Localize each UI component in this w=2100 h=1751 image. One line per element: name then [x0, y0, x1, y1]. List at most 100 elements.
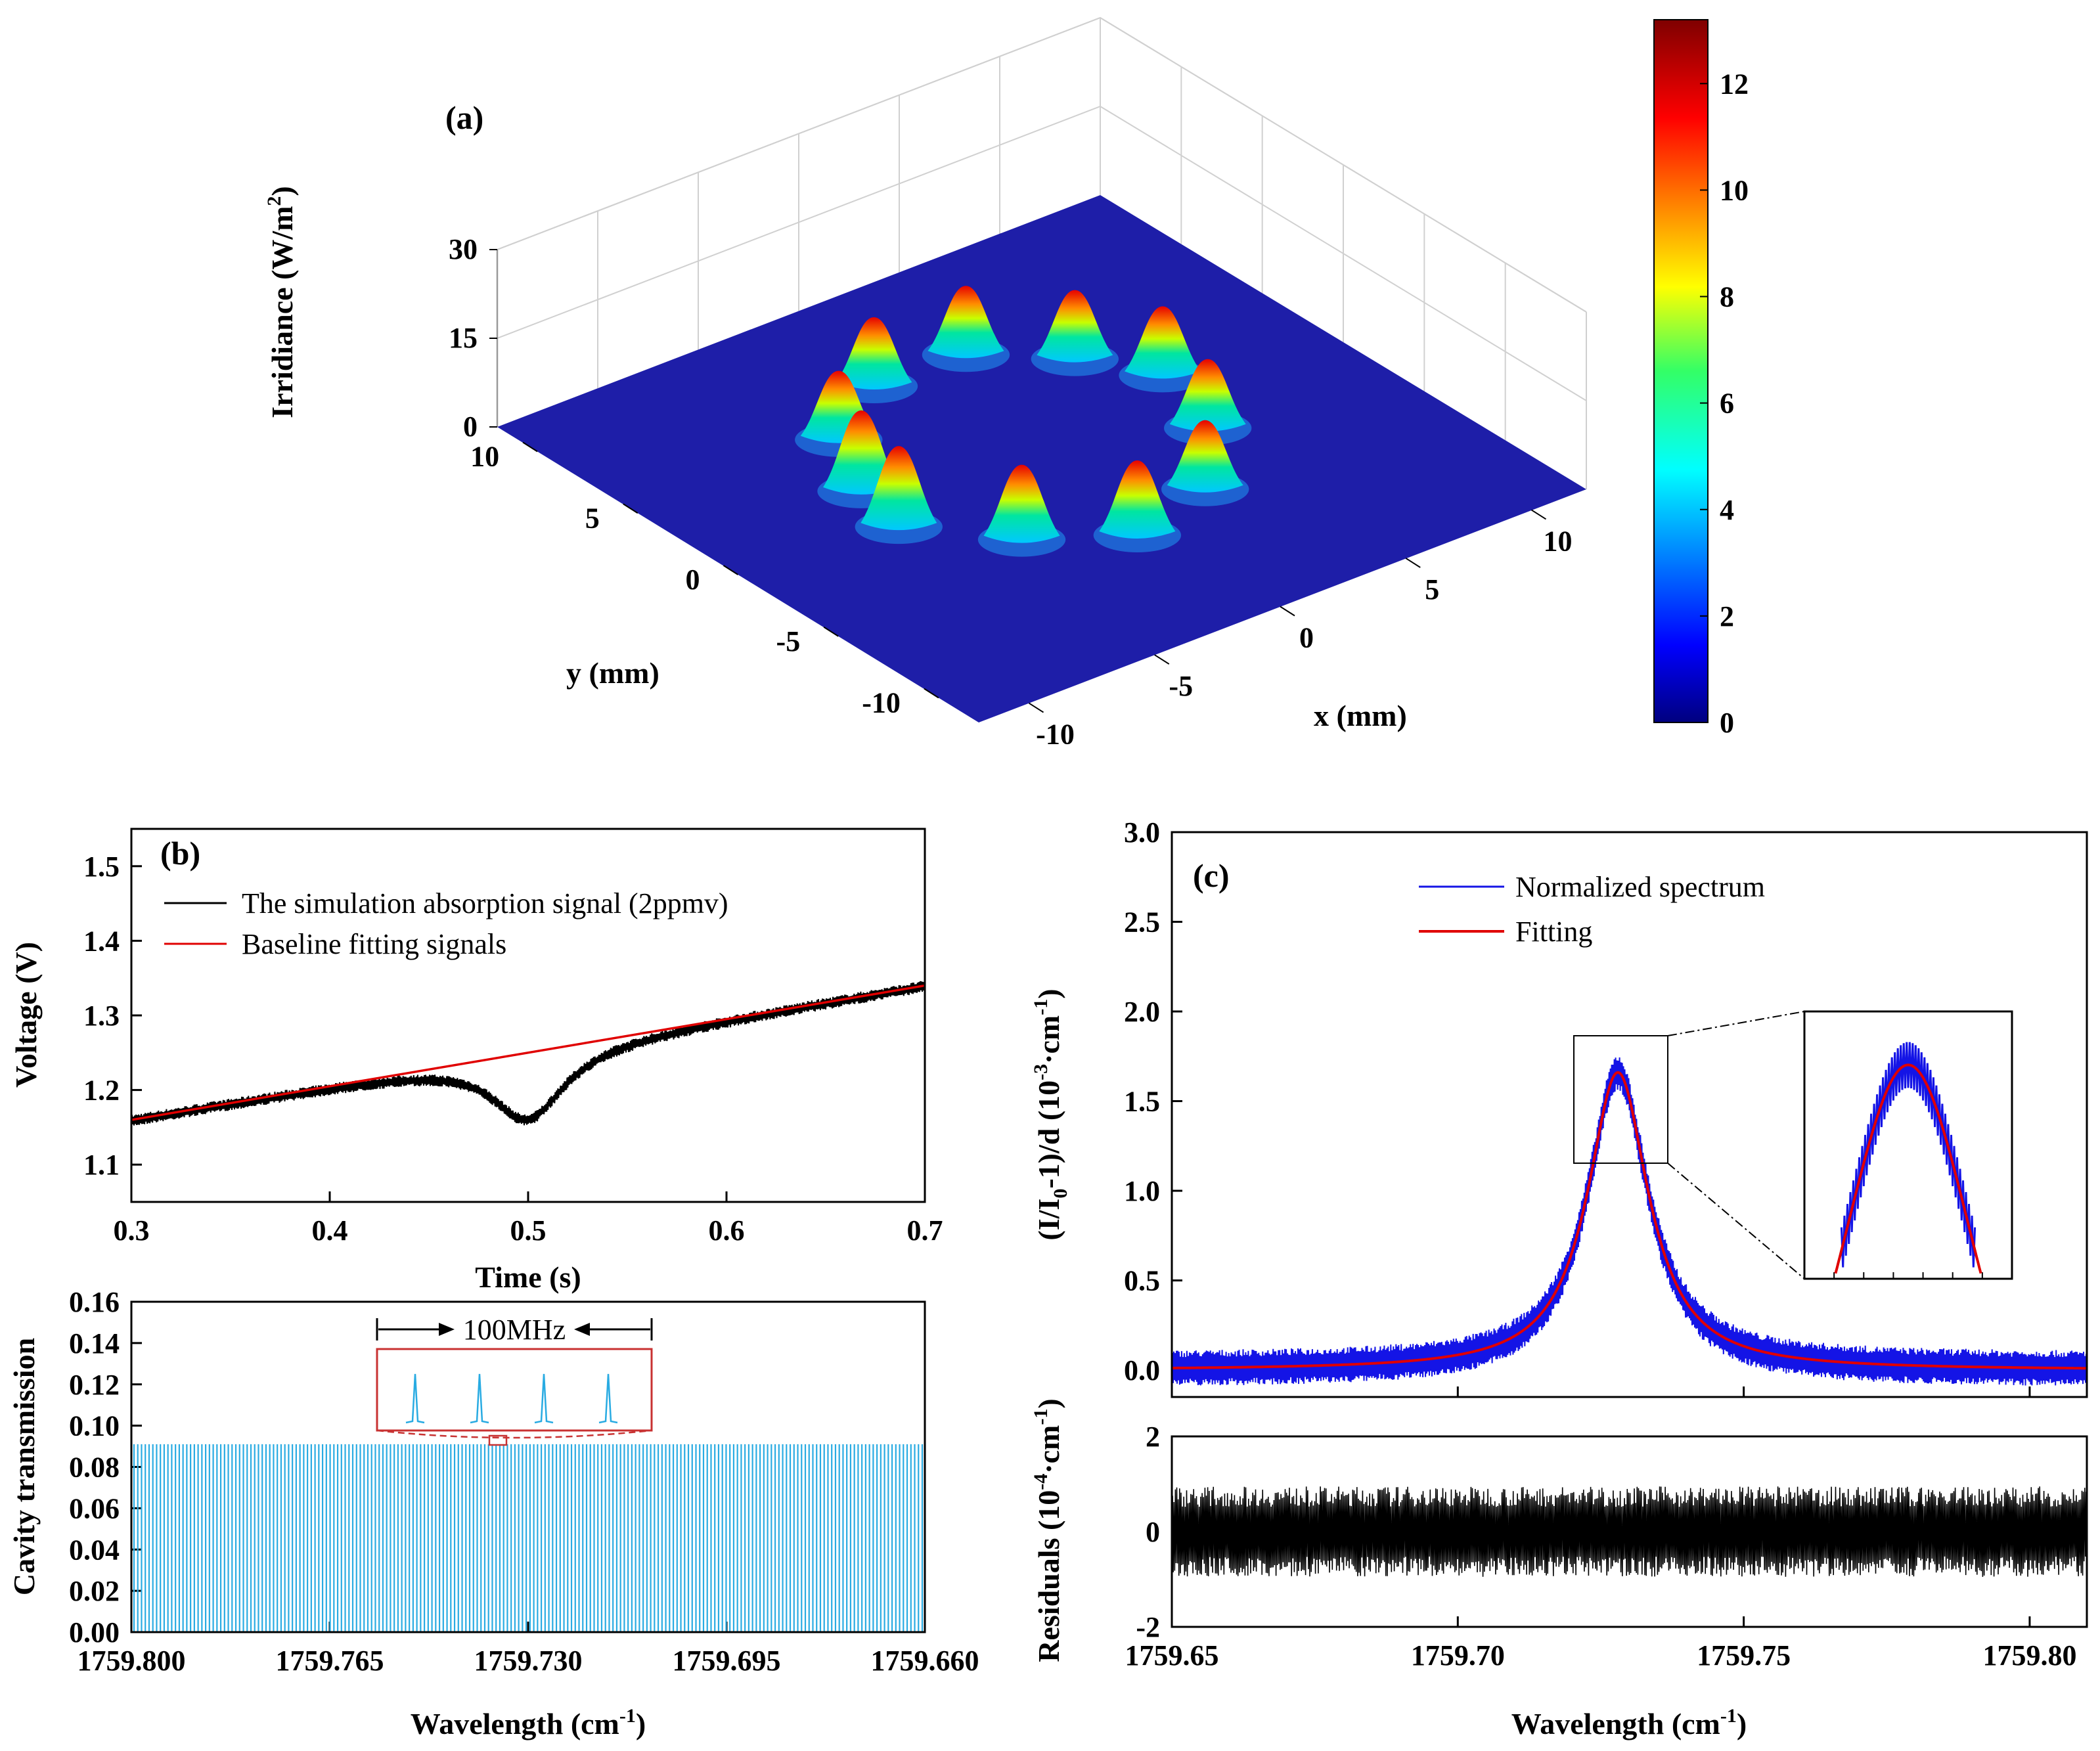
peak [860, 446, 937, 531]
panel-c-lower-ylabel-unit: ·cm [1032, 1425, 1065, 1474]
inset-peak [470, 1373, 489, 1424]
panel-b-lower-xlabel-end: ) [636, 1707, 646, 1740]
panel-b-lower-comb-lines [133, 1444, 924, 1632]
y-tick-label: 1.2 [83, 1075, 120, 1107]
peak [1099, 460, 1176, 539]
panel-c-ylabel-mid: -1)/d (10 [1032, 1080, 1065, 1189]
panel-b-lower-bracket-right-head [574, 1323, 590, 1336]
y-tick-mark [823, 626, 839, 637]
y-tick-label: 0.5 [1124, 1265, 1160, 1297]
panel-b-baseline-fit [131, 984, 926, 1121]
y-tick-label: 0.00 [69, 1616, 120, 1649]
x-tick-label: 0.4 [312, 1214, 348, 1247]
peak [983, 464, 1060, 543]
panel-b-legend-baseline: Baseline fitting signals [242, 928, 506, 960]
y-tick-label: 0.02 [69, 1575, 120, 1607]
x-tick-label: 10 [1544, 525, 1573, 557]
panel-b-lower-bracket-left-head [439, 1323, 455, 1336]
panel-a-ylabel: y (mm) [566, 656, 659, 690]
z-tick-label: 30 [449, 233, 478, 265]
x-tick-label: 1759.765 [276, 1645, 384, 1677]
panel-b-frame [130, 828, 926, 1203]
y-tick-label: 2 [1146, 1421, 1160, 1453]
peak [1167, 420, 1243, 493]
x-tick-label: 1759.80 [1982, 1639, 2076, 1672]
panel-c-lower-frame [1171, 1435, 2088, 1628]
panel-b-lower-inset-peaks [405, 1373, 618, 1424]
panel-b-lower-ylabel: Cavity transmission [7, 1338, 41, 1595]
panel-a-zlabel-sup: 2 [263, 196, 285, 206]
panel-c-label: (c) [1193, 857, 1230, 894]
panel-c-ticks: 0.0 0.5 1.0 1.5 2.0 2.5 3.0 [1124, 816, 2031, 1397]
colorbar-tick-label: 4 [1720, 494, 1734, 526]
y-tick-label: 0 [1146, 1516, 1160, 1548]
panel-a-ticks: 0 15 30 -10 -5 0 5 10 -10 -5 0 5 10 [449, 233, 1573, 751]
panel-c-lower-ylabel: Residuals (10-4·cm-1) [1030, 1398, 1065, 1662]
y-tick-label: 2.5 [1124, 906, 1160, 939]
panel-c-lower-residuals [1171, 1486, 2088, 1577]
panel-c-legend-spectrum: Normalized spectrum [1515, 871, 1765, 903]
colorbar-tick-label: 6 [1720, 388, 1734, 420]
panel-a-peaks [795, 286, 1252, 557]
y-tick-label: 0.14 [69, 1327, 120, 1360]
x-tick-label: 0.3 [114, 1214, 150, 1247]
panel-b: 0.3 0.4 0.5 0.6 0.7 1.1 1.2 1.3 1.4 1.5 (b) The s… [9, 828, 943, 1294]
y-tick-label: 1.4 [83, 925, 120, 957]
y-tick-label: 1.1 [83, 1149, 120, 1181]
x-tick-label: 0.5 [510, 1214, 547, 1247]
x-tick-label: 1759.75 [1697, 1639, 1791, 1672]
x-tick-mark [1530, 509, 1547, 520]
x-tick-mark [1028, 702, 1044, 713]
panel-b-lower-inset-connector [376, 1429, 652, 1439]
panel-c-inset-ticks [1833, 1272, 1983, 1279]
y-tick-label: 1.0 [1124, 1175, 1160, 1207]
x-tick-label: 5 [1425, 573, 1439, 606]
inset-peak [598, 1373, 618, 1424]
panel-b-absorption-signal [131, 981, 926, 1126]
peak [836, 317, 912, 389]
panel-c-inset-frame [1803, 1010, 2013, 1280]
colorbar [1653, 19, 1709, 723]
y-tick-label: 1.5 [83, 851, 120, 883]
x-tick-mark [1405, 558, 1421, 568]
panel-c-zoom-connector-bottom [1667, 1163, 1805, 1279]
panel-a-label: (a) [445, 99, 483, 136]
panel-c-ylabel-unit: ·cm [1032, 1015, 1065, 1064]
y-tick-label: 0 [686, 564, 700, 596]
peak [1037, 290, 1113, 363]
colorbar-tick-label: 8 [1720, 281, 1734, 313]
panel-b-xlabel: Time (s) [475, 1260, 581, 1294]
y-tick-label: 0.04 [69, 1534, 120, 1566]
y-tick-label: -5 [776, 625, 801, 657]
y-tick-label: 1.5 [1124, 1086, 1160, 1118]
panel-b-lower: 1759.800 1759.765 1759.730 1759.695 1759.660… [7, 1286, 979, 1740]
panel-a-xlabel: x (mm) [1314, 699, 1407, 732]
peak [823, 410, 900, 495]
colorbar-tick-label: 10 [1720, 174, 1749, 206]
y-tick-mark [623, 503, 638, 514]
panel-c-lower-xlabel-end: ) [1737, 1707, 1747, 1740]
panel-c-ylabel-end: ) [1032, 988, 1065, 998]
panel-b-lower-xlabel: Wavelength (cm-1) [411, 1705, 646, 1740]
y-tick-mark [522, 441, 538, 453]
colorbar-tick-label: 0 [1720, 707, 1734, 739]
panel-c-zoom-connector-top [1667, 1011, 1805, 1036]
panel-b-lower-inset-label: 100MHz [463, 1314, 566, 1346]
z-tick-label: 0 [463, 410, 478, 443]
y-tick-mark [924, 688, 939, 699]
y-tick-label: 2.0 [1124, 996, 1160, 1028]
panel-c-ylabel-sub-0: 0 [1050, 1189, 1071, 1199]
panel-a-floor-surface [497, 195, 1586, 722]
y-tick-label: 0.10 [69, 1410, 120, 1442]
wall-grid-line [497, 105, 1587, 401]
panel-b-lower-xlabel-main: Wavelength (cm [411, 1707, 619, 1740]
x-tick-label: 1759.695 [673, 1645, 781, 1677]
x-tick-label: 1759.730 [474, 1645, 583, 1677]
colorbar-tick-label: 2 [1720, 600, 1734, 632]
panel-c-lower-xlabel-main: Wavelength (cm [1511, 1707, 1720, 1740]
y-tick-label: 5 [585, 502, 600, 534]
x-tick-label: -5 [1169, 670, 1193, 702]
panel-b-lower-xlabel-sup: -1 [619, 1705, 636, 1727]
x-tick-label: 0.6 [709, 1214, 745, 1247]
